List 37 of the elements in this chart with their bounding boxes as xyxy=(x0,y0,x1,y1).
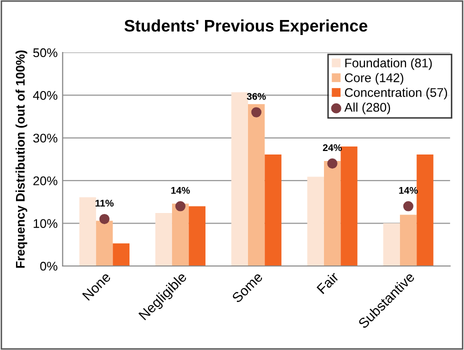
bar xyxy=(324,160,341,266)
bar xyxy=(383,223,400,266)
y-axis-title: Frequency Distribution (out of 100%) xyxy=(16,50,28,268)
data-label: 14% xyxy=(171,186,190,194)
legend-label: Core (142) xyxy=(344,73,404,85)
point xyxy=(99,214,110,224)
bar xyxy=(112,243,130,266)
y-tick-label: 20% xyxy=(33,176,58,186)
point xyxy=(403,201,414,212)
bar xyxy=(264,154,282,266)
bar xyxy=(188,206,206,266)
bar xyxy=(79,197,96,266)
bar xyxy=(400,214,417,266)
data-label: 24% xyxy=(322,144,342,152)
bar xyxy=(416,154,434,266)
legend-label: Concentration (57) xyxy=(344,88,448,100)
bar xyxy=(231,92,248,266)
y-tick-label: 10% xyxy=(34,219,58,228)
y-tick-label: 50% xyxy=(33,48,58,58)
bar xyxy=(340,146,358,266)
legend-label: Foundation (81) xyxy=(345,58,432,70)
data-label: 11% xyxy=(96,200,114,207)
bar xyxy=(248,104,265,266)
bar xyxy=(96,220,113,266)
data-label: 36% xyxy=(246,92,266,100)
point xyxy=(175,201,186,212)
y-tick-label: 30% xyxy=(33,134,58,143)
y-tick-label: 40% xyxy=(33,91,58,100)
y-tick-label: 0% xyxy=(40,262,58,271)
point xyxy=(251,107,262,118)
x-tick-label: Fair xyxy=(316,271,340,294)
bar xyxy=(307,176,324,266)
chart-title: Students' Previous Experience xyxy=(124,19,368,35)
bar xyxy=(155,213,172,266)
bar xyxy=(172,204,189,266)
point xyxy=(327,158,338,169)
legend-label: All (280) xyxy=(344,102,390,114)
